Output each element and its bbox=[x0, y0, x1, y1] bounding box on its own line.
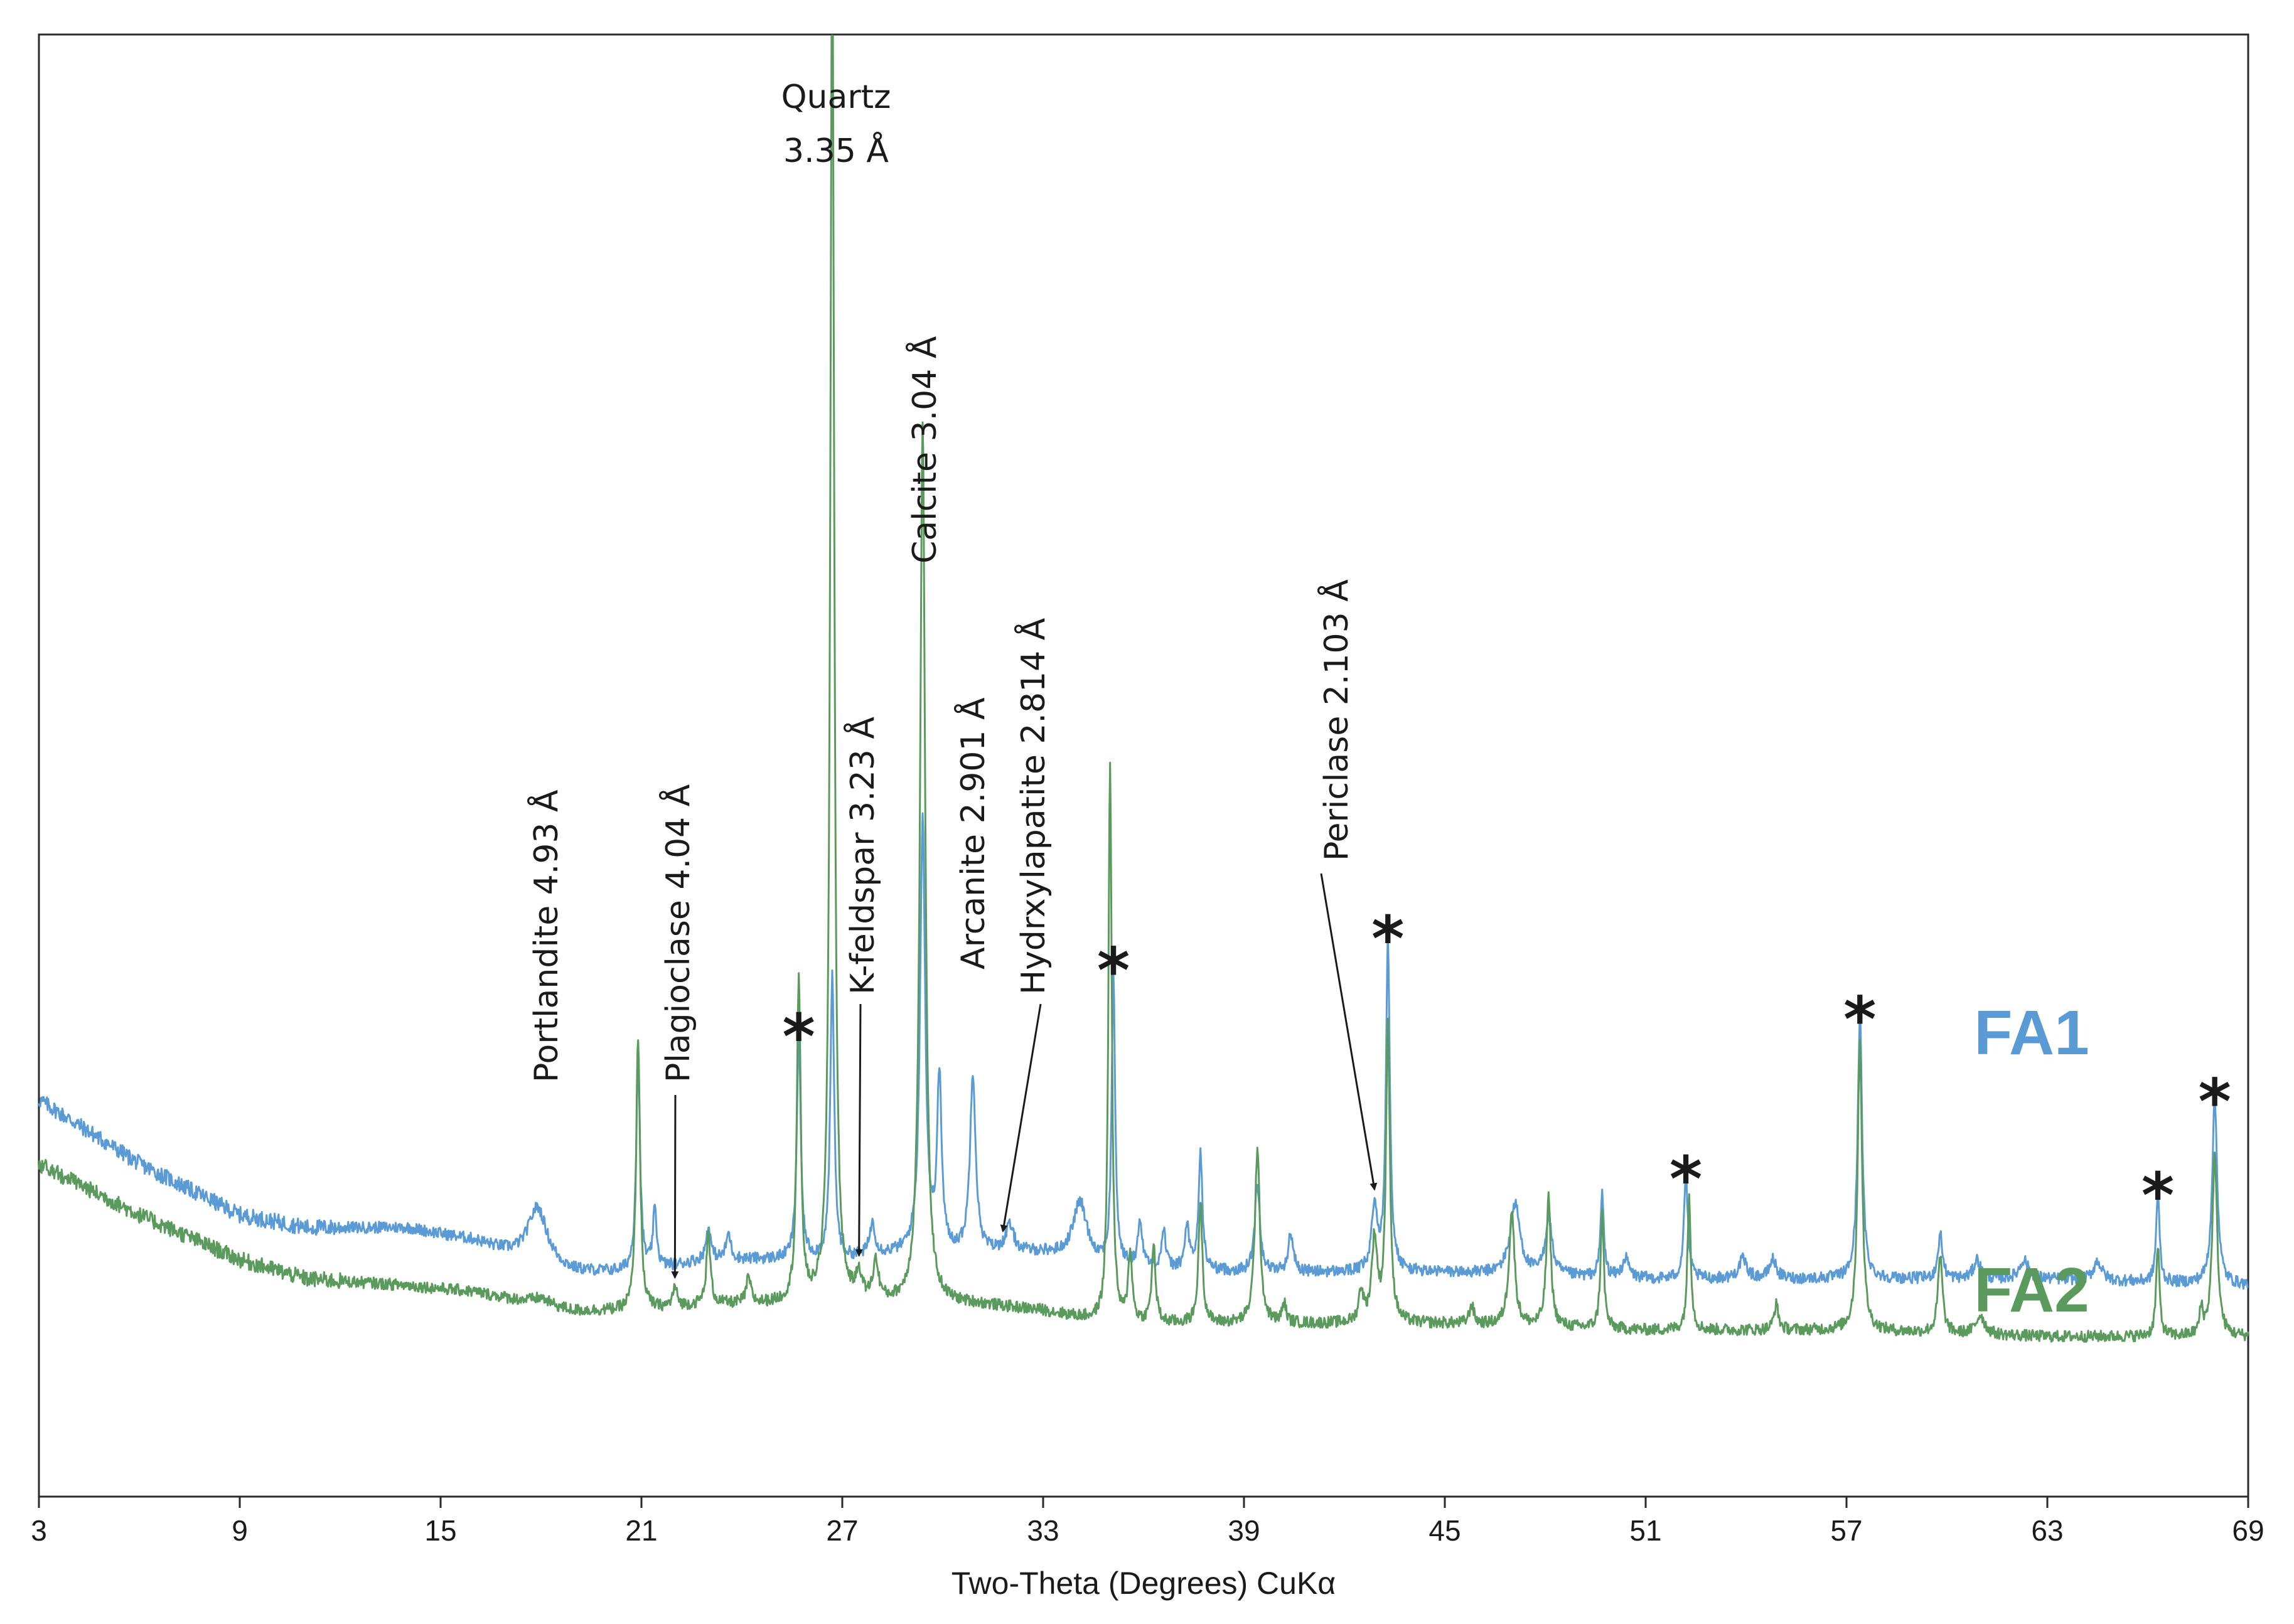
x-tick-label: 27 bbox=[826, 1514, 858, 1547]
arrow-periclase bbox=[1320, 873, 1378, 1191]
peak-marker-star: * bbox=[2199, 1066, 2231, 1139]
peak-marker-star: * bbox=[2141, 1159, 2174, 1232]
arrow-hydroxylapatite bbox=[1000, 1003, 1042, 1233]
annotation-quartz-d: 3.35 Å bbox=[783, 131, 889, 170]
series-group bbox=[38, 35, 2249, 1343]
x-tick-label: 39 bbox=[1228, 1514, 1260, 1547]
x-tick-label: 9 bbox=[232, 1514, 248, 1547]
annotations-group: Quartz 3.35 Å Portlandite 4.93 Å Plagioclas… bbox=[527, 78, 2231, 1279]
x-axis-title: Two-Theta (Degrees) CuKα bbox=[951, 1566, 1336, 1601]
annotation-arcanite: Arcanite 2.901 Å bbox=[953, 697, 992, 970]
peak-marker-star: * bbox=[783, 1000, 815, 1074]
x-tick-label: 63 bbox=[2031, 1514, 2063, 1547]
series-line-fa2 bbox=[38, 35, 2249, 1343]
series-line-fa1 bbox=[38, 812, 2249, 1290]
annotation-periclase: Periclase 2.103 Å bbox=[1317, 579, 1356, 861]
x-tick-label: 33 bbox=[1027, 1514, 1059, 1547]
annotation-hydroxylapatite: Hydrxylapatite 2.814 Å bbox=[1014, 617, 1053, 995]
x-tick-label: 3 bbox=[31, 1514, 47, 1547]
x-tick-label: 57 bbox=[1830, 1514, 1862, 1547]
peak-marker-star: * bbox=[1843, 983, 1876, 1057]
x-tick-label: 21 bbox=[625, 1514, 657, 1547]
peak-marker-star: * bbox=[1371, 902, 1404, 976]
peak-marker-star: * bbox=[1097, 934, 1130, 1008]
series-label-fa2: FA2 bbox=[1974, 1255, 2089, 1325]
x-tick-label: 51 bbox=[1629, 1514, 1661, 1547]
peak-marker-star: * bbox=[1670, 1143, 1702, 1216]
series-label-fa1: FA1 bbox=[1974, 998, 2089, 1068]
annotation-k-feldspar: K-feldspar 3.23 Å bbox=[843, 717, 882, 995]
x-tick-label: 15 bbox=[424, 1514, 456, 1547]
x-axis-ticks: 3 9 15 21 27 33 39 45 51 57 63 69 bbox=[31, 1497, 2265, 1547]
annotation-quartz: Quartz bbox=[781, 78, 891, 116]
annotation-calcite: Calcite 3.04 Å bbox=[905, 336, 944, 564]
arrow-k-feldspar bbox=[855, 1003, 863, 1258]
x-tick-label: 45 bbox=[1428, 1514, 1461, 1547]
annotation-plagioclase: Plagioclase 4.04 Å bbox=[658, 784, 697, 1082]
x-tick-label: 69 bbox=[2232, 1514, 2264, 1547]
annotation-portlandite: Portlandite 4.93 Å bbox=[527, 789, 565, 1082]
